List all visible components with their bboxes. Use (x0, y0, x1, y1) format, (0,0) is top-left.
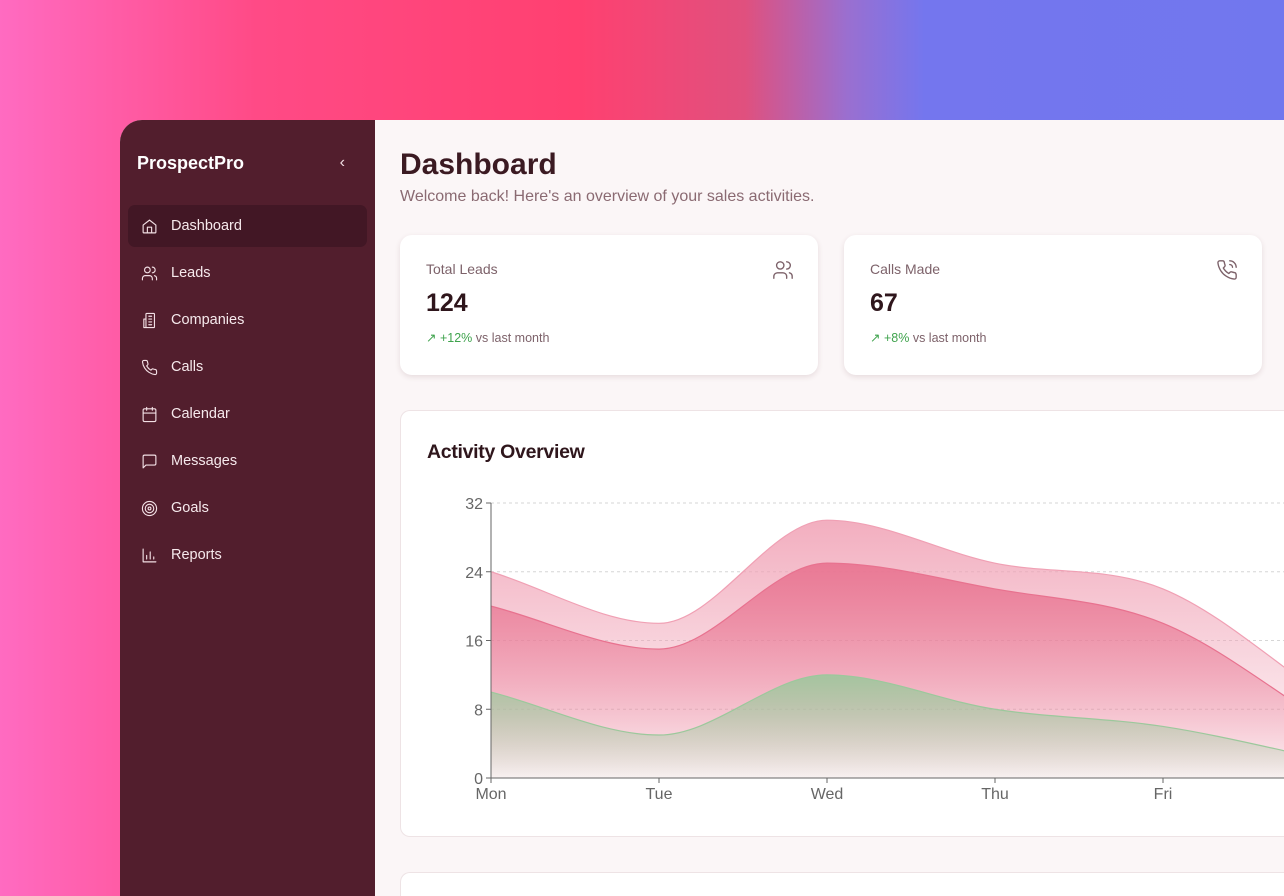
x-tick-label: Thu (981, 786, 1009, 803)
stat-card-calls-made: Calls Made 67 ↗ +8% vs last month (844, 235, 1262, 375)
users-icon (773, 261, 793, 279)
y-tick-label: 24 (465, 565, 483, 582)
stat-trend: ↗ +12% vs last month (426, 330, 792, 345)
x-tick-label: Mon (475, 786, 506, 803)
stat-value: 67 (870, 289, 898, 317)
stat-trend: ↗ +8% vs last month (870, 330, 1236, 345)
chevron-left-icon[interactable]: ‹ (339, 154, 345, 171)
stat-suffix: vs last month (475, 331, 550, 345)
sidebar-item-companies[interactable]: Companies (128, 299, 367, 341)
area-series-3 (491, 674, 1284, 778)
sidebar-item-reports[interactable]: Reports (128, 534, 367, 576)
sidebar-item-label: Reports (171, 547, 222, 563)
phone-call-icon (1217, 260, 1237, 280)
building-icon (143, 312, 156, 328)
sidebar-item-dashboard[interactable]: Dashboard (128, 205, 367, 247)
y-tick-label: 32 (465, 496, 483, 513)
y-tick-label: 16 (465, 634, 483, 651)
line-series-3 (490, 674, 1284, 752)
brand-logo: ProspectPro (137, 152, 245, 173)
page-subtitle: Welcome back! Here's an overview of your… (400, 188, 815, 205)
target-icon (141, 500, 158, 516)
arrow-up-right-icon: ↗ (426, 331, 437, 345)
message-icon (142, 454, 157, 468)
sidebar-item-label: Calls (171, 359, 204, 375)
stat-value: 124 (426, 289, 468, 317)
x-tick-label: Wed (811, 786, 844, 803)
sidebar-item-calls[interactable]: Calls (128, 346, 367, 388)
chart-title: Activity Overview (427, 441, 585, 463)
sidebar-item-label: Companies (171, 312, 245, 328)
y-tick-label: 8 (474, 702, 483, 719)
sidebar-item-messages[interactable]: Messages (128, 440, 367, 482)
sidebar-item-label: Leads (171, 265, 211, 281)
stats-cards: Total Leads 124 ↗ +12% vs last month Cal… (400, 235, 1284, 375)
app-window: ProspectPro ‹ Dashboard Leads Companies … (120, 120, 1284, 896)
stat-change: +12% (439, 331, 473, 345)
sidebar-nav: Dashboard Leads Companies Calls Calendar… (120, 205, 375, 576)
page-title: Dashboard (400, 148, 557, 181)
stat-suffix: vs last month (912, 331, 987, 345)
secondary-card (400, 872, 1284, 896)
sidebar-item-label: Messages (171, 453, 238, 469)
calendar-icon (142, 406, 157, 422)
x-tick-label: Tue (646, 786, 673, 803)
line-series-1 (490, 519, 1284, 668)
stat-label: Total Leads (426, 261, 498, 277)
phone-icon (141, 359, 158, 375)
sidebar-item-goals[interactable]: Goals (128, 487, 367, 529)
sidebar-item-calendar[interactable]: Calendar (128, 393, 367, 435)
bar-chart-icon (142, 548, 157, 562)
y-tick-label: 0 (474, 771, 483, 788)
x-tick-label: Fri (1154, 786, 1173, 803)
sidebar-header: ProspectPro ‹ (120, 120, 375, 178)
sidebar-item-label: Goals (171, 500, 209, 516)
line-series-2 (490, 562, 1284, 697)
home-icon (142, 219, 157, 233)
arrow-up-right-icon: ↗ (870, 331, 881, 345)
main-content: Dashboard Welcome back! Here's an overvi… (375, 120, 1284, 896)
stat-label: Calls Made (870, 261, 941, 277)
sidebar-item-label: Calendar (171, 406, 230, 422)
sidebar-item-leads[interactable]: Leads (128, 252, 367, 294)
activity-chart: 0 8 16 24 32 Mon Tue Wed Thu Fri (465, 496, 1284, 803)
stat-card-total-leads: Total Leads 124 ↗ +12% vs last month (400, 235, 818, 375)
activity-overview-card: 0 8 16 24 32 Mon Tue Wed Thu Fri Activity Overvie… (400, 410, 1284, 837)
stat-change: +8% (883, 331, 910, 345)
sidebar: ProspectPro ‹ Dashboard Leads Companies … (120, 120, 375, 896)
users-icon (141, 266, 158, 280)
sidebar-item-label: Dashboard (171, 218, 242, 234)
